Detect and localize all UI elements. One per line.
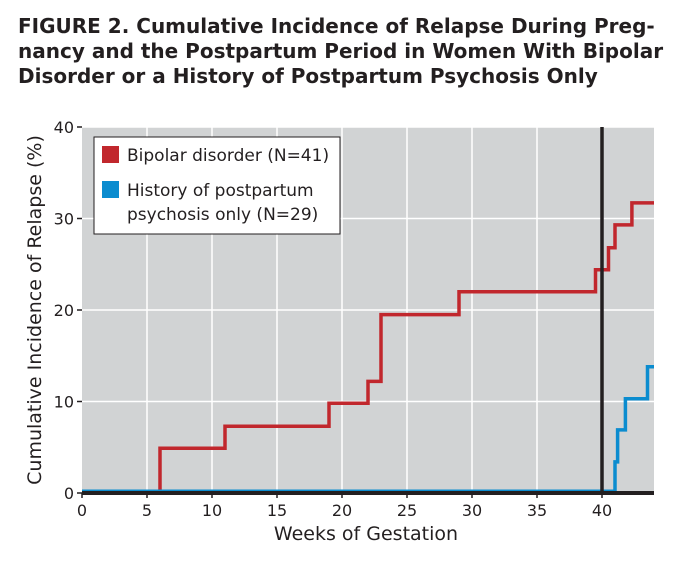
figure-title: FIGURE 2. Cumulative Incidence of Relaps… [18,14,668,89]
legend-label-postpartum-line-2: psychosis only (N=29) [127,205,318,225]
x-tick-label-5: 5 [142,501,152,520]
figure-title-line-1: FIGURE 2. Cumulative Incidence of Relaps… [18,14,655,38]
legend-box [93,136,341,235]
y-tick-label-10: 10 [54,393,74,412]
legend-label-postpartum-line-1: History of postpartum [127,181,314,201]
series-line-bipolar [82,201,654,495]
series-line-postpartum [82,364,654,493]
x-axis-ticks: 0 5 10 15 20 25 30 35 40 [77,493,612,520]
x-tick-label-35: 35 [527,501,547,520]
y-tick-label-40: 40 [54,118,74,137]
y-tick-label-30: 30 [54,210,74,229]
x-tick-label-15: 15 [267,501,287,520]
legend-swatch-bipolar [102,146,119,163]
legend-swatch-postpartum [102,181,119,198]
y-axis-ticks: 0 10 20 30 40 [54,118,82,503]
x-tick-label-10: 10 [202,501,222,520]
figure-title-line-3: Disorder or a History of Postpartum Psyc… [18,64,598,88]
x-tick-label-25: 25 [397,501,417,520]
x-tick-label-20: 20 [332,501,352,520]
y-tick-label-20: 20 [54,301,74,320]
y-axis-label: Cumulative Incidence of Relapse (%) [24,135,46,485]
x-tick-label-0: 0 [77,501,87,520]
legend: Bipolar disorder (N=41) History of postp… [93,136,341,235]
series-layer [82,201,654,495]
x-axis-label: Weeks of Gestation [274,523,458,545]
x-tick-label-40: 40 [592,501,612,520]
figure-title-line-2: nancy and the Postpartum Period in Women… [18,39,664,63]
legend-label-bipolar: Bipolar disorder (N=41) [127,146,329,166]
x-tick-label-30: 30 [462,501,482,520]
y-tick-label-0: 0 [64,484,74,503]
